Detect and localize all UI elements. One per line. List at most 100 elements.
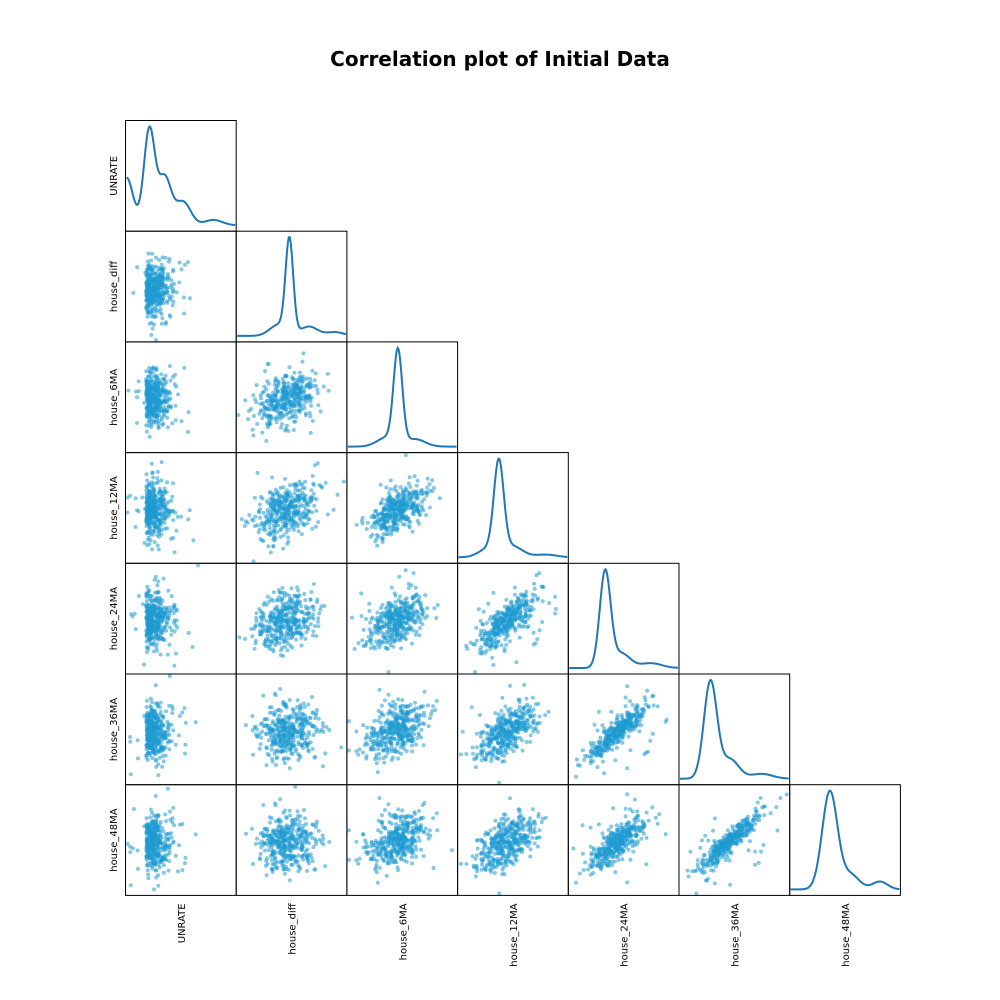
scatter-point — [268, 550, 273, 555]
scatter-point — [368, 620, 373, 625]
scatter-point — [312, 755, 317, 760]
scatter-point — [437, 496, 442, 501]
scatter-point — [284, 725, 289, 730]
scatter-point — [159, 528, 164, 532]
scatter-point — [156, 622, 161, 627]
scatter-point — [271, 719, 275, 724]
scatter-point — [285, 520, 290, 525]
scatter-point — [316, 616, 321, 621]
scatter-point — [150, 700, 155, 705]
scatter-point — [415, 736, 420, 741]
scatter-point — [136, 379, 141, 384]
scatter-point — [264, 438, 269, 443]
scatter-point — [294, 504, 299, 508]
scatter-point — [373, 525, 378, 530]
scatter-point — [174, 608, 179, 613]
kde-curve-house_12MA — [458, 457, 568, 559]
scatter-point — [274, 385, 279, 390]
scatter-point — [407, 523, 412, 528]
scatter-point — [149, 723, 154, 728]
scatter-point — [426, 724, 431, 729]
scatter-point — [260, 416, 265, 421]
scatter-point — [251, 559, 256, 564]
scatter-point — [376, 534, 381, 539]
scatter-point — [422, 722, 427, 727]
scatter-point — [244, 723, 248, 728]
scatter-point — [540, 599, 545, 604]
scatter-point — [146, 508, 151, 513]
scatter-point — [315, 600, 319, 605]
scatter-point — [392, 749, 397, 754]
scatter-point — [125, 495, 130, 500]
scatter-point — [289, 394, 294, 399]
scatter-point — [370, 615, 375, 620]
scatter-point — [146, 746, 151, 751]
scatter-point — [392, 626, 397, 631]
scatter-point — [400, 708, 405, 713]
scatter-point — [269, 610, 274, 615]
scatter-point — [246, 417, 251, 422]
scatter-point — [369, 633, 374, 638]
scatter-point — [151, 365, 156, 370]
scatter-point — [367, 601, 372, 606]
scatter-point — [182, 262, 187, 267]
panel-house_diff-vs-house_diff — [235, 230, 348, 343]
scatter-point — [185, 260, 190, 264]
scatter-point — [316, 520, 321, 524]
y-axis-label-house_12MA: house_12MA — [109, 476, 120, 540]
scatter-point — [135, 738, 140, 743]
scatter-point — [420, 608, 425, 613]
scatter-point — [144, 639, 149, 644]
scatter-point — [286, 384, 291, 389]
scatter-point — [262, 384, 267, 389]
scatter-point — [379, 725, 384, 730]
scatter-point — [276, 716, 280, 721]
scatter-point — [408, 617, 413, 622]
scatter-point — [520, 603, 525, 608]
scatter-point — [162, 285, 167, 290]
scatter-point — [414, 629, 419, 634]
scatter-points-house_24MA-vs-house_diff — [237, 582, 327, 658]
scatter-point — [268, 643, 273, 648]
scatter-point — [271, 390, 276, 395]
scatter-points-house_12MA-vs-UNRATE — [125, 460, 196, 555]
scatter-point — [182, 311, 187, 316]
scatter-point — [312, 503, 317, 508]
scatter-point — [304, 630, 309, 635]
scatter-point — [274, 636, 279, 641]
scatter-point — [279, 425, 283, 430]
scatter-point — [402, 721, 407, 726]
scatter-point — [164, 736, 168, 741]
scatter-point — [274, 763, 278, 767]
scatter-point — [287, 715, 292, 720]
scatter-point — [268, 617, 273, 622]
scatter-point — [399, 515, 404, 520]
scatter-point — [157, 391, 162, 396]
scatter-point — [169, 404, 173, 409]
scatter-point — [301, 496, 306, 501]
scatter-point — [295, 626, 300, 631]
scatter-point — [153, 398, 158, 403]
scatter-point — [259, 396, 263, 401]
scatter-point — [305, 512, 310, 517]
scatter-point — [165, 415, 170, 420]
kde-curve-house_24MA — [569, 567, 679, 669]
scatter-point — [281, 376, 285, 381]
scatter-point — [154, 745, 159, 750]
scatter-point — [159, 388, 164, 392]
scatter-point — [182, 295, 186, 300]
scatter-point — [169, 632, 174, 637]
scatter-point — [299, 604, 304, 609]
scatter-point — [361, 627, 366, 632]
scatter-point — [171, 267, 176, 272]
scatter-point — [179, 419, 184, 424]
scatter-point — [362, 743, 367, 748]
scatter-point — [167, 296, 172, 301]
scatter-point — [285, 492, 290, 497]
scatter-point — [144, 423, 149, 428]
scatter-point — [289, 751, 294, 756]
scatter-point — [146, 614, 151, 619]
scatter-point — [313, 524, 318, 529]
scatter-point — [159, 740, 164, 745]
panel-house_6MA-vs-UNRATE — [125, 341, 237, 454]
